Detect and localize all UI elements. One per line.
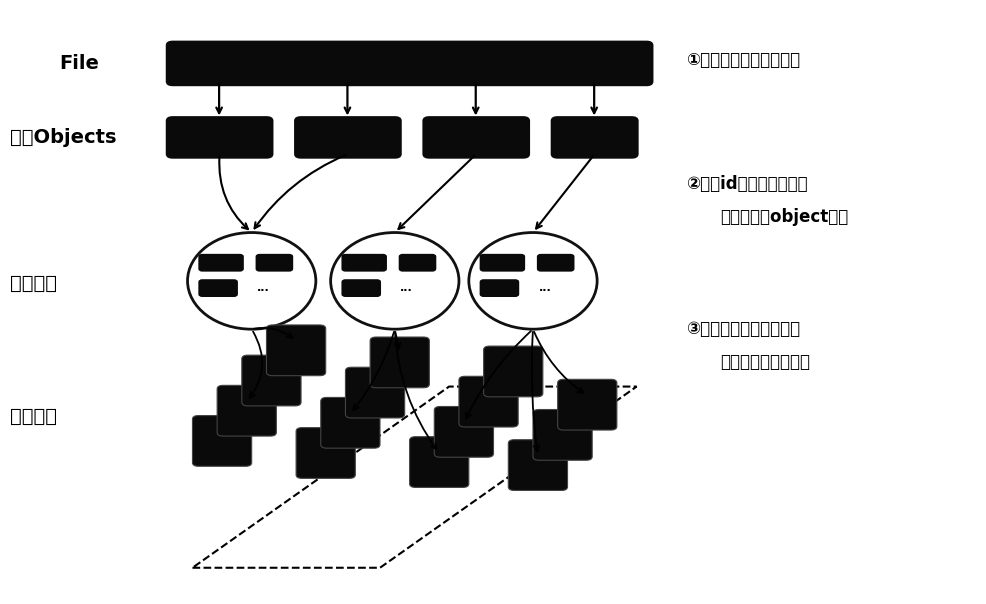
- FancyBboxPatch shape: [217, 385, 276, 436]
- Text: 射到不同的object集合: 射到不同的object集合: [720, 208, 848, 226]
- FancyBboxPatch shape: [480, 280, 518, 296]
- Ellipse shape: [468, 233, 597, 329]
- FancyBboxPatch shape: [458, 376, 518, 427]
- Text: 存储节点: 存储节点: [10, 407, 57, 426]
- FancyBboxPatch shape: [256, 255, 292, 271]
- FancyBboxPatch shape: [508, 440, 567, 490]
- FancyBboxPatch shape: [242, 355, 301, 406]
- FancyBboxPatch shape: [167, 117, 272, 158]
- FancyBboxPatch shape: [399, 255, 435, 271]
- FancyBboxPatch shape: [345, 367, 404, 418]
- FancyBboxPatch shape: [320, 397, 380, 448]
- FancyBboxPatch shape: [551, 117, 637, 158]
- FancyBboxPatch shape: [342, 280, 380, 296]
- FancyBboxPatch shape: [199, 280, 237, 296]
- FancyBboxPatch shape: [532, 410, 592, 460]
- Text: ②根据id和分布算法，映: ②根据id和分布算法，映: [685, 175, 807, 193]
- FancyBboxPatch shape: [434, 406, 493, 457]
- FancyBboxPatch shape: [295, 117, 400, 158]
- FancyBboxPatch shape: [296, 428, 355, 478]
- Text: ①条带化（对文件分片）: ①条带化（对文件分片）: [685, 51, 800, 69]
- Ellipse shape: [330, 233, 458, 329]
- FancyBboxPatch shape: [167, 42, 652, 85]
- Text: 在对应的存储磁盘上: 在对应的存储磁盘上: [720, 353, 810, 371]
- FancyBboxPatch shape: [537, 255, 573, 271]
- Text: ...: ...: [538, 283, 550, 293]
- FancyBboxPatch shape: [409, 437, 468, 487]
- FancyBboxPatch shape: [370, 337, 429, 388]
- Text: 对象Objects: 对象Objects: [10, 128, 116, 147]
- Text: ③按照负载均衡算法存放: ③按照负载均衡算法存放: [685, 320, 800, 338]
- Ellipse shape: [187, 233, 316, 329]
- FancyBboxPatch shape: [483, 346, 542, 397]
- FancyBboxPatch shape: [199, 255, 243, 271]
- FancyBboxPatch shape: [480, 255, 524, 271]
- Text: File: File: [59, 54, 99, 73]
- FancyBboxPatch shape: [557, 379, 616, 430]
- FancyBboxPatch shape: [266, 325, 325, 376]
- FancyBboxPatch shape: [423, 117, 528, 158]
- Text: ...: ...: [257, 283, 269, 293]
- Text: ...: ...: [400, 283, 412, 293]
- FancyBboxPatch shape: [192, 416, 251, 466]
- Text: 虚拟节点: 虚拟节点: [10, 274, 57, 294]
- FancyBboxPatch shape: [342, 255, 386, 271]
